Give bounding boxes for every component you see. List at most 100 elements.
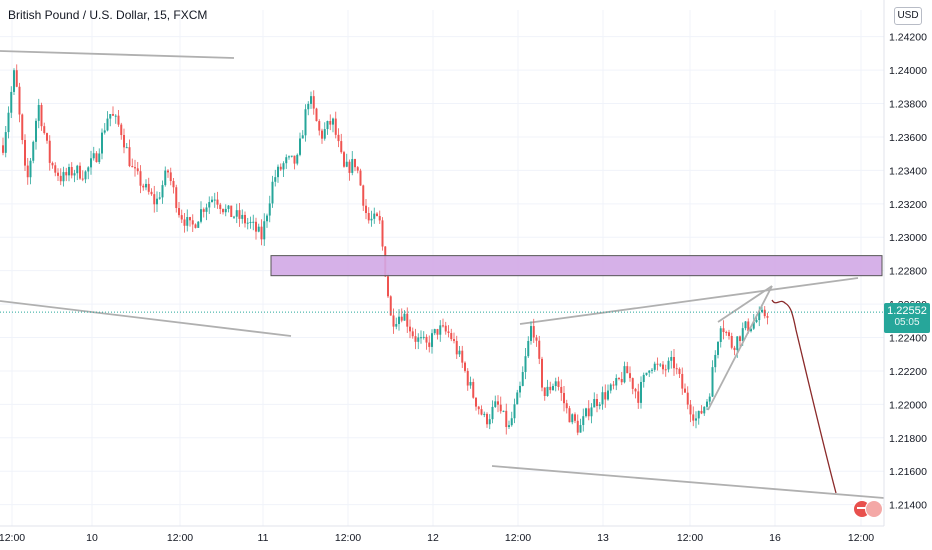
candle-body (106, 118, 109, 131)
candle-body (425, 336, 428, 343)
candle-body (579, 425, 582, 433)
candle-body (736, 336, 739, 351)
wedge-line (707, 285, 773, 411)
candle-body (4, 132, 7, 153)
price-tick-label: 1.22400 (889, 333, 927, 345)
candle-body (235, 210, 238, 217)
candle-body (362, 185, 365, 206)
candle-body (109, 114, 112, 119)
candle-body (755, 320, 758, 323)
candle-body (752, 322, 755, 329)
candle-body (13, 70, 15, 92)
chart-title: British Pound / U.S. Dollar, 15, FXCM (8, 8, 208, 22)
trendline (519, 277, 859, 325)
candle-body (505, 410, 508, 428)
candle-body (376, 213, 378, 216)
candle-body (590, 407, 593, 417)
candle-body (310, 96, 312, 104)
candle-body (70, 167, 73, 176)
candle-body (54, 165, 57, 173)
candle-body (428, 342, 431, 347)
candle-body (381, 220, 384, 247)
candle-body (7, 112, 10, 133)
candle-body (631, 378, 634, 389)
candle-body (208, 202, 211, 208)
candle-body (51, 162, 54, 166)
candle-body (598, 404, 601, 406)
candle-body (750, 328, 752, 332)
candle-body (332, 118, 334, 125)
last-price-value: 1.22552 (887, 305, 927, 317)
candle-body (530, 326, 532, 341)
candle-body (444, 325, 447, 332)
trendline (0, 50, 235, 59)
candle-body (645, 372, 648, 375)
candle-body (114, 115, 117, 117)
candle-body (714, 354, 717, 368)
candle-body (689, 404, 692, 415)
candle-body (59, 175, 62, 182)
candle-body (26, 165, 29, 178)
candle-body (623, 366, 626, 383)
price-tick-label: 1.24200 (889, 32, 927, 44)
candle-body (499, 404, 502, 412)
candle-body (24, 139, 26, 166)
time-tick-label: 10 (86, 532, 98, 544)
candle-body (700, 410, 703, 414)
candle-body (216, 199, 219, 205)
last-price-tag: 1.22552 05:05 (884, 303, 930, 333)
candle-body (758, 312, 761, 321)
candle-body (84, 171, 87, 180)
candle-body (120, 124, 123, 136)
time-tick-label: 12:00 (335, 532, 361, 544)
candle-body (29, 160, 32, 178)
candle-body (125, 147, 128, 149)
candle-body (202, 209, 205, 212)
candle-body (373, 213, 376, 219)
candle-body (351, 159, 354, 173)
candle-body (345, 161, 348, 167)
currency-button[interactable]: USD (894, 7, 922, 25)
price-tick-label: 1.23600 (889, 132, 927, 144)
time-tick-label: 12:00 (167, 532, 193, 544)
candle-body (519, 385, 521, 393)
candle-body (43, 126, 46, 134)
candle-body (766, 316, 769, 318)
candle-body (340, 141, 343, 153)
candle-body (62, 172, 65, 182)
candle-body (136, 168, 139, 172)
candle-body (406, 313, 409, 327)
candle-body (227, 205, 230, 209)
candle-body (95, 153, 98, 163)
candle-body (145, 183, 147, 188)
candle-body (191, 220, 194, 225)
candle-body (708, 396, 711, 402)
time-tick-label: 12 (427, 532, 439, 544)
candle-body (73, 173, 76, 176)
candle-body (87, 167, 90, 172)
candle-body (76, 165, 79, 174)
candle-body (343, 152, 345, 167)
candle-body (763, 309, 766, 317)
candle-body (279, 166, 282, 170)
candle-body (662, 364, 664, 370)
price-tick-label: 1.21400 (889, 500, 927, 512)
candle-body (458, 350, 461, 355)
candle-body (200, 209, 202, 222)
candle-body (301, 135, 304, 139)
candle-body (502, 410, 505, 412)
candle-body (354, 159, 356, 168)
candle-body (194, 224, 197, 228)
candle-body (651, 369, 653, 371)
candle-body (365, 205, 367, 214)
candle-body (249, 221, 252, 223)
economic-event-icon-2[interactable] (865, 500, 883, 518)
candle-body (585, 408, 587, 417)
candle-body (219, 204, 222, 210)
candle-body (695, 418, 697, 421)
candle-body (175, 187, 178, 209)
candle-body (667, 360, 670, 370)
candle-body (629, 373, 631, 379)
price-tick-label: 1.21800 (889, 433, 927, 445)
